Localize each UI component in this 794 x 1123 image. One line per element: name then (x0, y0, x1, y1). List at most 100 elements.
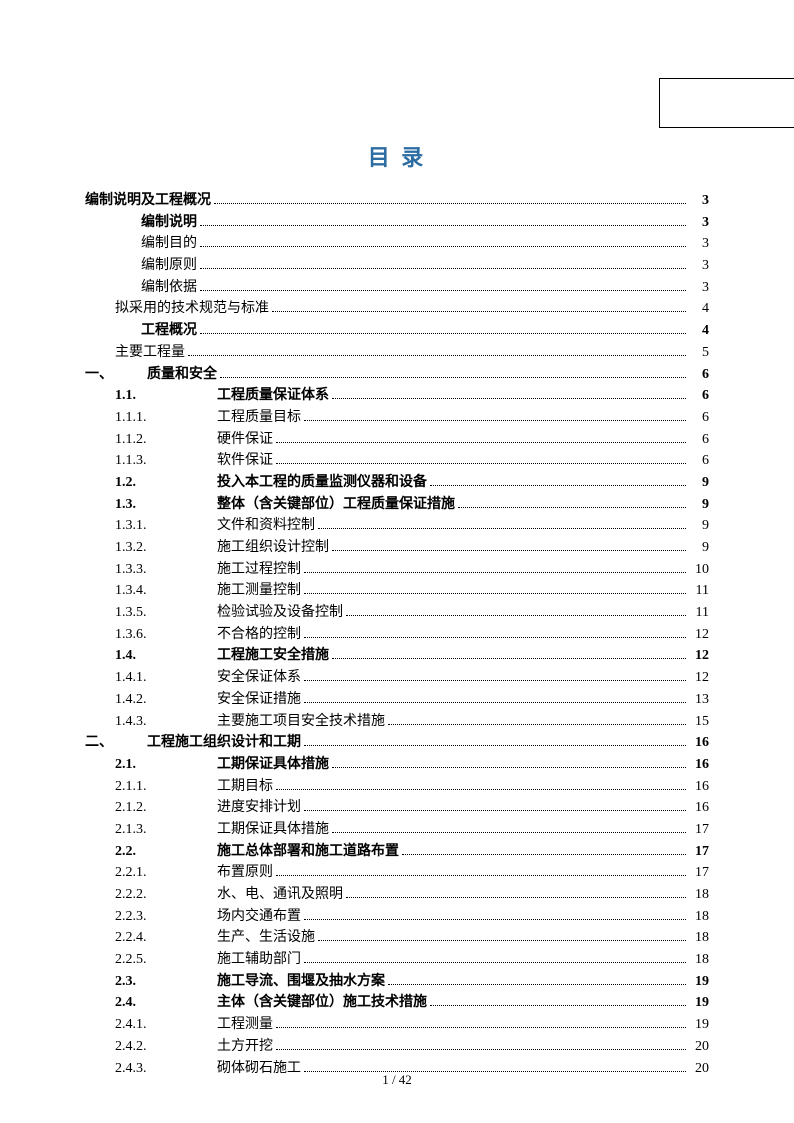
toc-entry-label: 2.2.5. (115, 949, 177, 971)
toc-entry: 二、工程施工组织设计和工期16 (85, 732, 709, 754)
toc-entry-label: 1.4.2. (115, 689, 177, 711)
toc-entry-leader (388, 984, 686, 985)
toc-entry-leader (458, 507, 686, 508)
toc-entry: 1.4.1.安全保证体系12 (85, 667, 709, 689)
toc-entry: 1.3.5.检验试验及设备控制11 (85, 602, 709, 624)
toc-entry-text: 场内交通布置 (217, 906, 301, 928)
toc-entry-leader (304, 745, 686, 746)
toc-entry-text: 工程质量目标 (217, 407, 301, 429)
toc-entry-leader (304, 637, 686, 638)
toc-entry-page: 6 (689, 429, 709, 451)
toc-entry-page: 6 (689, 450, 709, 472)
toc-entry-page: 9 (689, 494, 709, 516)
toc-entry-text: 工期目标 (217, 776, 273, 798)
toc-entry: 2.4.主体（含关键部位）施工技术措施19 (85, 992, 709, 1014)
toc-entry-page: 12 (689, 624, 709, 646)
toc-entry-label: 1.1.1. (115, 407, 177, 429)
toc-entry-page: 16 (689, 754, 709, 776)
toc-entry-page: 3 (689, 255, 709, 277)
toc-entry-leader (332, 832, 686, 833)
toc-entry-page: 19 (689, 992, 709, 1014)
toc-entry-text: 工期保证具体措施 (217, 819, 329, 841)
toc-entry-leader (332, 398, 686, 399)
toc-entry-text: 主要工程量 (115, 342, 185, 364)
toc-entry-text: 土方开挖 (217, 1036, 273, 1058)
toc-entry: 编制目的3 (85, 233, 709, 255)
toc-entry: 一、质量和安全6 (85, 364, 709, 386)
toc-entry: 1.1.工程质量保证体系6 (85, 385, 709, 407)
toc-entry-label: 1.4.1. (115, 667, 177, 689)
toc-entry-label: 1.2. (115, 472, 177, 494)
toc-entry-page: 11 (689, 580, 709, 602)
toc-entry-label: 2.2.2. (115, 884, 177, 906)
toc-entry-label: 2.1.3. (115, 819, 177, 841)
toc-entry-text: 整体（含关键部位）工程质量保证措施 (217, 494, 455, 516)
toc-entry: 2.2.4.生产、生活设施18 (85, 927, 709, 949)
toc-entry-text: 水、电、通讯及照明 (217, 884, 343, 906)
toc-entry: 2.4.2.土方开挖20 (85, 1036, 709, 1058)
toc-entry-text: 编制说明及工程概况 (85, 190, 211, 212)
toc-entry-page: 16 (689, 776, 709, 798)
toc-entry-page: 15 (689, 711, 709, 733)
toc-entry: 编制依据3 (85, 277, 709, 299)
toc-entry-page: 18 (689, 884, 709, 906)
toc-entry-leader (220, 377, 686, 378)
toc-entry: 2.1.1. 工期目标 16 (85, 776, 709, 798)
toc-entry-leader (200, 268, 686, 269)
toc-entry-text: 布置原则 (217, 862, 273, 884)
toc-entry-label: 2.2.3. (115, 906, 177, 928)
toc-entry-text: 投入本工程的质量监测仪器和设备 (217, 472, 427, 494)
toc-entry: 编制说明及工程概况3 (85, 190, 709, 212)
toc-entry-label: 2.1. (115, 754, 177, 776)
toc-entry-page: 6 (689, 385, 709, 407)
toc-entry-text: 编制原则 (141, 255, 197, 277)
toc-entry-label: 2.1.1. (115, 776, 177, 798)
toc-entry-leader (304, 919, 686, 920)
toc-entry-text: 工期保证具体措施 (217, 754, 329, 776)
toc-entry-page: 18 (689, 949, 709, 971)
toc-entry-text: 施工总体部署和施工道路布置 (217, 841, 399, 863)
toc-entry: 2.2.1.布置原则17 (85, 862, 709, 884)
toc-entry-text: 编制依据 (141, 277, 197, 299)
toc-entry-text: 施工辅助部门 (217, 949, 301, 971)
toc-entry-text: 硬件保证 (217, 429, 273, 451)
toc-entry-text: 质量和安全 (147, 364, 217, 386)
toc-entry-leader (332, 550, 686, 551)
toc-entry: 1.3.1.文件和资料控制9 (85, 515, 709, 537)
toc-entry-label: 一、 (85, 364, 147, 386)
toc-entry-page: 9 (689, 515, 709, 537)
header-corner-box (659, 78, 794, 128)
toc-entry-page: 20 (689, 1036, 709, 1058)
toc-entry-page: 16 (689, 732, 709, 754)
toc-entry-label: 1.1.3. (115, 450, 177, 472)
toc-entry-text: 检验试验及设备控制 (217, 602, 343, 624)
toc-entry-leader (304, 572, 686, 573)
toc-entry: 2.2.5. 施工辅助部门 18 (85, 949, 709, 971)
toc-entry-leader (200, 246, 686, 247)
toc-entry-page: 3 (689, 233, 709, 255)
toc-entry-label: 1.4.3. (115, 711, 177, 733)
toc-entry-text: 工程测量 (217, 1014, 273, 1036)
toc-entry-leader (272, 311, 686, 312)
toc-entry: 拟采用的技术规范与标准4 (85, 298, 709, 320)
toc-entry-leader (276, 1049, 686, 1050)
toc-entry: 工程概况4 (85, 320, 709, 342)
page-title: 目 录 (85, 140, 709, 172)
toc-entry-page: 18 (689, 906, 709, 928)
toc-entry-leader (318, 940, 686, 941)
toc-entry-leader (200, 333, 686, 334)
toc-entry-text: 主体（含关键部位）施工技术措施 (217, 992, 427, 1014)
toc-entry-leader (276, 1027, 686, 1028)
toc-entry: 2.2.2. 水、电、通讯及照明 18 (85, 884, 709, 906)
toc-entry: 主要工程量5 (85, 342, 709, 364)
toc-entry-text: 拟采用的技术规范与标准 (115, 298, 269, 320)
toc-entry-text: 编制说明 (141, 212, 197, 234)
toc-entry-leader (276, 789, 686, 790)
toc-entry-leader (276, 463, 686, 464)
toc-entry-leader (430, 1005, 686, 1006)
toc-entry: 1.3.4.施工测量控制11 (85, 580, 709, 602)
toc-entry: 1.1.2.硬件保证6 (85, 429, 709, 451)
toc-entry: 2.2.3. 场内交通布置 18 (85, 906, 709, 928)
toc-entry: 2.1. 工期保证具体措施 16 (85, 754, 709, 776)
toc-entry-label: 1.3. (115, 494, 177, 516)
